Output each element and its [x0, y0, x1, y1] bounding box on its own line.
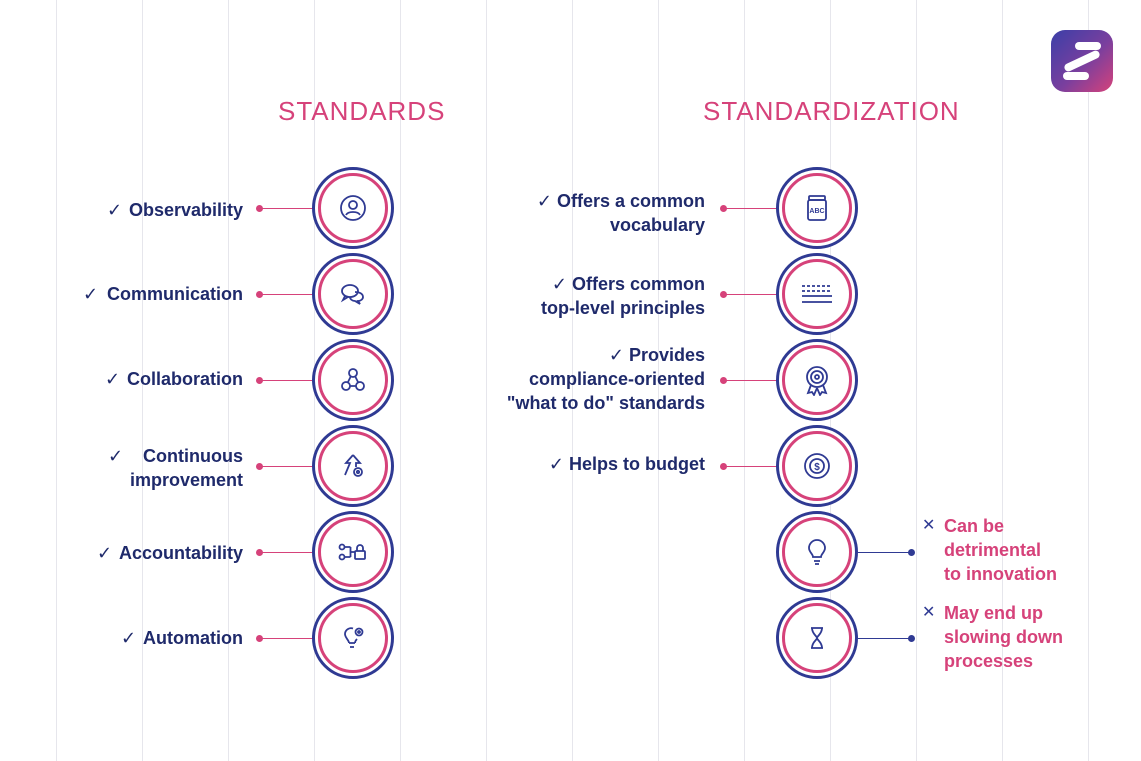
svg-text:$: $ — [814, 462, 820, 473]
grid-line — [142, 0, 143, 761]
icon-circle: $ — [776, 425, 858, 507]
pro-label-line: ✓ Offers a common — [536, 191, 705, 211]
hourglass-icon — [811, 627, 823, 649]
network-nodes-icon — [341, 368, 365, 391]
check-icon: ✓ — [536, 191, 552, 211]
standardization-pro: ✓ Helps to budget — [549, 452, 705, 476]
standards-item-label: Communication — [106, 284, 243, 304]
con-label-line: May end up — [944, 603, 1044, 623]
cross-icon: ✕ — [922, 604, 936, 621]
con-label-line: to innovation — [944, 564, 1057, 584]
icon-circle — [312, 597, 394, 679]
standards-item-label: improvement — [129, 470, 243, 490]
pro-label-line: top-level principles — [540, 298, 705, 318]
pro-label-line: vocabulary — [609, 215, 705, 235]
con-label-line: Can be — [944, 516, 1005, 536]
lines-icon — [802, 285, 832, 303]
connector-line — [723, 380, 779, 381]
check-icon: ✓ — [608, 345, 624, 365]
grid-line — [228, 0, 229, 761]
check-icon: ✓ — [82, 284, 99, 304]
connector-dot — [908, 549, 915, 556]
pro-label-line: ✓ Helps to budget — [548, 454, 705, 474]
grid-line — [486, 0, 487, 761]
connector-line — [259, 294, 315, 295]
check-icon: ✓ — [121, 628, 137, 648]
icon-circle — [312, 425, 394, 507]
check-icon: ✓ — [551, 274, 567, 294]
check-icon: ✓ — [96, 543, 113, 563]
connector-line — [259, 466, 315, 467]
standardization-pro: ✓ Offers a common vocabulary — [537, 189, 705, 237]
pro-label-line: ✓ Offers common — [551, 274, 705, 294]
connector-line — [723, 208, 779, 209]
icon-circle — [776, 339, 858, 421]
connector-line — [858, 552, 911, 553]
standardization-pro: ✓ Provides compliance-oriented "what to … — [507, 343, 705, 415]
abc-jar-icon: ABC — [807, 195, 827, 221]
icon-circle — [312, 339, 394, 421]
award-badge-icon — [806, 366, 828, 396]
user-circle-icon — [340, 195, 366, 221]
arrow-up-gear-icon — [344, 454, 363, 477]
connector-line — [259, 208, 315, 209]
connector-line — [259, 638, 315, 639]
icon-circle — [312, 167, 394, 249]
standards-item: ✓ Accountability — [97, 541, 243, 565]
grid-line — [400, 0, 401, 761]
dollar-target-icon: $ — [804, 453, 830, 479]
standards-item-label: Continuous — [143, 446, 243, 466]
icon-circle — [776, 253, 858, 335]
check-icon: ✓ — [548, 454, 564, 474]
pro-label-line: ✓ Provides — [608, 345, 705, 365]
standards-item: ✓ Observability — [107, 198, 243, 222]
standards-item: ✓ Continuous improvement — [108, 444, 243, 492]
cross-icon: ✕ — [922, 517, 936, 534]
connector-line — [723, 466, 779, 467]
standards-item-label: Observability — [128, 200, 243, 220]
lightbulb-gear-icon — [344, 627, 364, 648]
chat-bubbles-icon — [340, 284, 364, 305]
grid-line — [916, 0, 917, 761]
standardization-title: STANDARDIZATION — [703, 96, 960, 126]
standards-title: STANDARDS — [278, 96, 446, 126]
check-icon: ✓ — [107, 446, 124, 466]
pro-label-line: compliance-oriented — [528, 369, 705, 389]
standards-item: ✓ Collaboration — [105, 367, 243, 391]
lightbulb-icon — [808, 539, 826, 565]
workflow-lock-icon — [338, 543, 366, 561]
standardization-con: ✕ Can be detrimental to innovation — [922, 514, 1057, 586]
standards-item-label: Accountability — [118, 543, 243, 563]
con-label-line: processes — [944, 651, 1034, 671]
brand-logo — [1051, 30, 1113, 92]
connector-line — [723, 294, 779, 295]
icon-circle — [312, 511, 394, 593]
icon-circle — [776, 597, 858, 679]
standards-item-label: Automation — [143, 628, 243, 648]
standards-item: ✓ Automation — [121, 626, 243, 650]
standards-item: ✓ Communication — [83, 282, 243, 306]
check-icon: ✓ — [105, 369, 121, 389]
con-label-line: detrimental — [944, 540, 1042, 560]
standardization-con: ✕ May end up slowing down processes — [922, 601, 1063, 673]
connector-line — [858, 638, 911, 639]
icon-circle — [776, 511, 858, 593]
standards-item-label: Collaboration — [127, 369, 243, 389]
abc-text: ABC — [809, 208, 824, 215]
pro-label-line: "what to do" standards — [506, 393, 705, 413]
connector-line — [259, 552, 315, 553]
grid-line — [572, 0, 573, 761]
grid-line — [56, 0, 57, 761]
standardization-pro: ✓ Offers common top-level principles — [541, 272, 705, 320]
icon-circle: ABC — [776, 167, 858, 249]
connector-line — [259, 380, 315, 381]
check-icon: ✓ — [106, 200, 123, 220]
grid-line — [1002, 0, 1003, 761]
grid-line — [1088, 0, 1089, 761]
con-label-line: slowing down — [944, 627, 1063, 647]
grid-line — [658, 0, 659, 761]
connector-dot — [908, 635, 915, 642]
icon-circle — [312, 253, 394, 335]
